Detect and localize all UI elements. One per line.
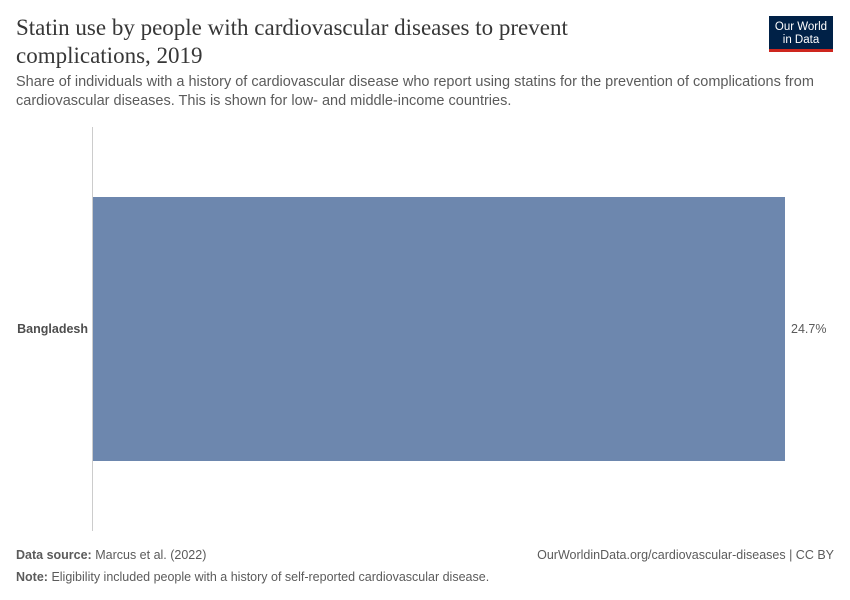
bar-bangladesh[interactable] [93,197,785,461]
owid-logo[interactable]: Our World in Data [769,16,833,52]
note-text: Eligibility included people with a histo… [51,570,490,584]
license-link[interactable]: OurWorldinData.org/cardiovascular-diseas… [537,548,834,562]
note-label: Note: [16,570,48,584]
source-label: Data source: [16,548,92,562]
chart-title: Statin use by people with cardiovascular… [16,15,568,68]
logo-line-2: in Data [782,33,820,46]
category-label: Bangladesh [17,322,88,336]
logo-line-1: Our World [774,20,828,33]
value-label: 24.7% [791,322,826,336]
chart-subtitle: Share of individuals with a history of c… [16,74,814,109]
data-source: Data source: Marcus et al. (2022) [16,548,206,562]
source-text[interactable]: Marcus et al. (2022) [95,548,207,562]
note: Note: Eligibility included people with a… [16,570,489,584]
